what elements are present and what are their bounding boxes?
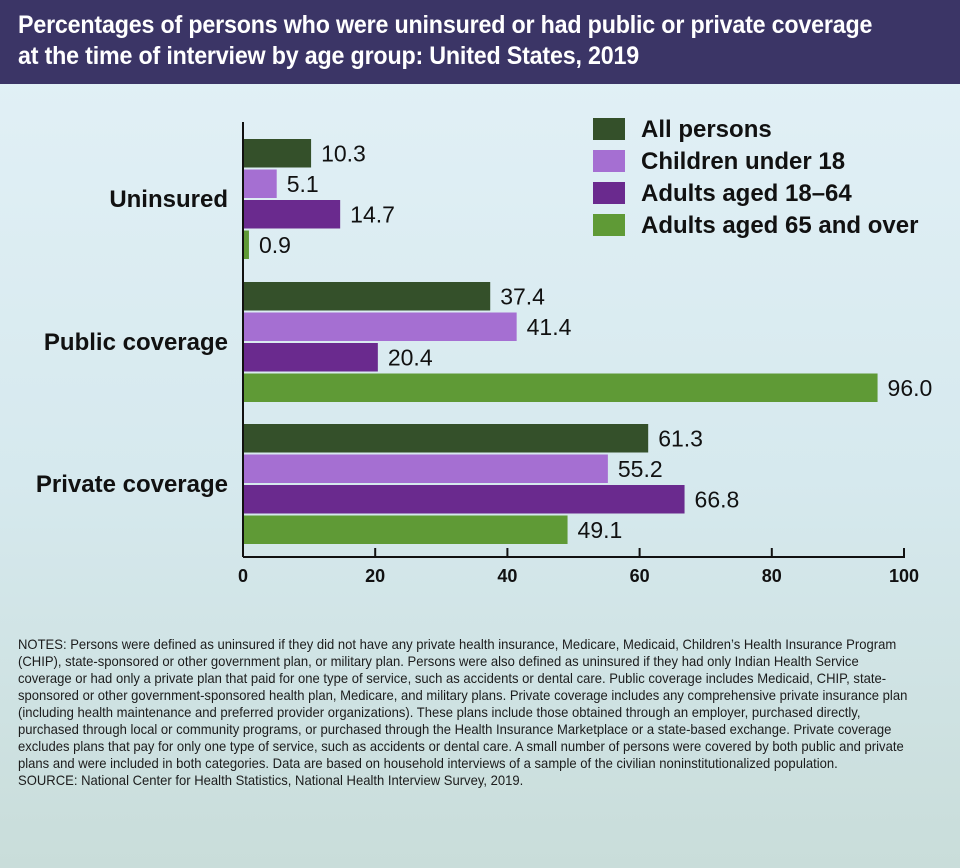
category-label: Public coverage <box>44 329 228 356</box>
bar-value-label: 10.3 <box>321 140 366 166</box>
bar-1-2 <box>243 343 378 372</box>
bar-value-label: 5.1 <box>287 171 319 197</box>
bar-value-label: 14.7 <box>350 201 395 227</box>
bar-value-label: 20.4 <box>388 344 433 370</box>
bar-value-label: 0.9 <box>259 232 291 258</box>
bar-value-label: 37.4 <box>500 283 545 309</box>
bar-1-1 <box>243 312 517 341</box>
category-label: Uninsured <box>109 186 228 213</box>
legend-swatch <box>593 214 625 236</box>
category-label: Private coverage <box>36 471 228 498</box>
bar-value-label: 66.8 <box>695 486 740 512</box>
x-tick-label: 20 <box>365 566 385 586</box>
legend-swatch <box>593 118 625 140</box>
bar-1-0 <box>243 282 491 311</box>
notes-section: NOTES: Persons were defined as uninsured… <box>18 636 911 789</box>
x-tick-label: 80 <box>762 566 782 586</box>
x-tick-label: 60 <box>630 566 650 586</box>
x-tick-label: 0 <box>238 566 248 586</box>
bar-value-label: 61.3 <box>658 425 703 451</box>
bar-2-0 <box>243 424 649 453</box>
bar-value-label: 49.1 <box>578 517 623 543</box>
bar-0-1 <box>243 169 277 198</box>
legend-swatch <box>593 182 625 204</box>
bar-value-label: 55.2 <box>618 456 663 482</box>
legend-label: All persons <box>641 116 772 143</box>
source-text: SOURCE: National Center for Health Stati… <box>18 773 524 788</box>
bar-value-label: 96.0 <box>888 375 933 401</box>
bar-0-2 <box>243 200 341 229</box>
bar-2-2 <box>243 485 685 514</box>
legend-swatch <box>593 150 625 172</box>
bar-0-0 <box>243 139 312 168</box>
notes-text: NOTES: Persons were defined as uninsured… <box>18 637 908 771</box>
chart-title-line-1: Percentages of persons who were uninsure… <box>18 11 873 39</box>
bar-2-1 <box>243 454 608 483</box>
chart-header: Percentages of persons who were uninsure… <box>0 0 960 84</box>
x-tick-label: 100 <box>889 566 919 586</box>
bar-1-3 <box>243 373 878 402</box>
chart-title-line-2: at the time of interview by age group: U… <box>18 42 639 70</box>
bar-value-label: 41.4 <box>527 314 572 340</box>
bar-0-3 <box>243 230 249 259</box>
legend-label: Children under 18 <box>641 148 845 175</box>
legend-label: Adults aged 65 and over <box>641 212 918 239</box>
x-tick-label: 40 <box>497 566 517 586</box>
bar-2-3 <box>243 515 568 544</box>
bar-chart: 10.3 37.4 61.3 5.1 41.4 55.2 14.7 20.4 66.8 0.9 96… <box>36 116 933 586</box>
legend-label: Adults aged 18–64 <box>641 180 852 207</box>
